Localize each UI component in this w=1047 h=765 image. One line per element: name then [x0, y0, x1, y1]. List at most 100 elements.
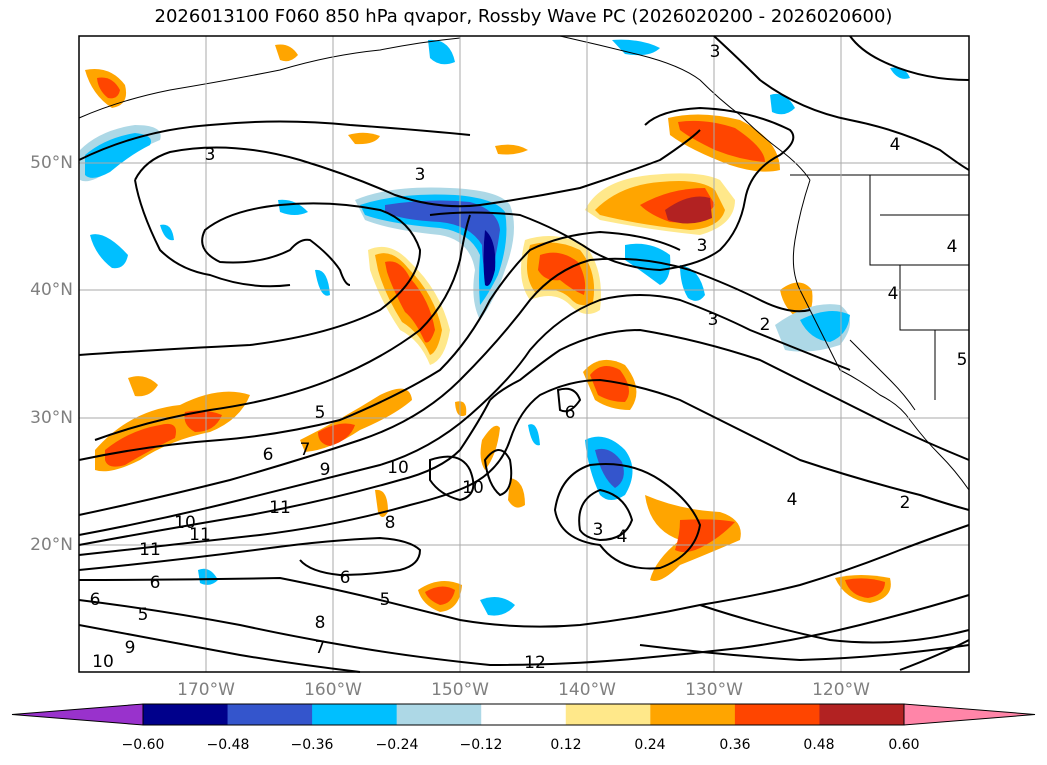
colorbar-tick-label: −0.12	[459, 737, 503, 753]
country-border	[790, 174, 969, 266]
positive-anomaly-patch	[385, 261, 435, 343]
lon-label: 170°W	[177, 680, 235, 700]
contour-line	[134, 129, 701, 208]
contour-label: 6	[263, 445, 274, 465]
contour-label: 5	[957, 350, 968, 370]
contour-label: 3	[205, 145, 216, 165]
contour-line	[94, 214, 471, 441]
colorbar-cell	[227, 704, 313, 725]
contour-line	[78, 120, 471, 161]
contour-line	[699, 604, 970, 644]
colorbar-high-extend	[903, 703, 1036, 726]
positive-anomaly-patch	[318, 423, 355, 446]
negative-anomaly-patch	[90, 234, 128, 269]
contour-line	[78, 294, 851, 536]
negative-anomaly-patch	[315, 269, 330, 296]
contour-line	[78, 594, 970, 667]
contour-label: 10	[462, 478, 484, 498]
positive-anomaly-patch	[128, 376, 158, 397]
contour-label: 7	[315, 638, 326, 658]
positive-anomaly-patch	[538, 252, 586, 295]
negative-anomaly-patch	[528, 424, 540, 446]
contour-label: 3	[593, 520, 604, 540]
contour-label: 10	[174, 513, 196, 533]
negative-anomaly-patch	[428, 39, 455, 65]
contour-label: 6	[340, 568, 351, 588]
contour-label: 3	[708, 310, 719, 330]
negative-anomaly-patch	[483, 230, 496, 286]
contour-label: 5	[315, 403, 326, 423]
colorbar-tick-label: 0.48	[803, 737, 835, 753]
colorbar-cell	[481, 704, 567, 725]
contour-line	[553, 463, 702, 570]
contour-label: 6	[565, 403, 576, 423]
negative-anomaly-patch	[800, 311, 850, 342]
lat-label: 40°N	[30, 280, 73, 300]
contour-line	[639, 644, 970, 662]
positive-anomaly-patch	[590, 366, 629, 402]
negative-anomaly-patch	[198, 568, 218, 585]
contour-line	[78, 378, 970, 556]
contour-label: 3	[415, 165, 426, 185]
contour-label: 11	[269, 498, 291, 518]
colorbar-cell	[312, 704, 398, 725]
colorbar-cell	[396, 704, 482, 725]
colorbar-tick-label: −0.60	[121, 737, 165, 753]
colorbar-tick-label: −0.24	[375, 737, 419, 753]
alaska-coastline	[78, 35, 811, 181]
lat-label: 20°N	[30, 535, 73, 555]
contour-line	[78, 257, 811, 516]
coastlines	[78, 35, 970, 491]
colorbar-low-extend	[11, 703, 144, 726]
contour-label: 4	[947, 237, 958, 257]
positive-anomaly-patch	[348, 132, 380, 145]
contour-line	[429, 106, 795, 272]
lat-label: 30°N	[30, 408, 73, 428]
colorbar-cell	[734, 704, 820, 725]
lon-label: 130°W	[685, 680, 743, 700]
contour-line	[429, 455, 475, 502]
contour-line	[78, 624, 361, 673]
colorbar-tick-label: −0.36	[290, 737, 334, 753]
map-title: 2026013100 F060 850 hPa qvapor, Rossby W…	[154, 6, 893, 27]
contour-line	[713, 35, 970, 171]
negative-anomaly-patch	[770, 93, 795, 115]
colorbar-tick-label: −0.48	[206, 737, 250, 753]
contour-line	[78, 230, 681, 461]
lon-label: 160°W	[304, 680, 362, 700]
contour-label: 6	[150, 573, 161, 593]
negative-anomaly-patch	[890, 67, 910, 79]
positive-anomaly-patch	[105, 423, 176, 467]
contour-label: 4	[617, 527, 628, 547]
contour-label: 3	[710, 42, 721, 62]
negative-anomaly-patch	[85, 133, 151, 178]
colorbar-tick-label: 0.36	[719, 737, 751, 753]
positive-anomaly-patch	[375, 489, 388, 517]
positive-anomaly-patch	[97, 77, 120, 99]
baja-coastline	[849, 339, 916, 411]
negative-anomaly-patch	[680, 265, 705, 301]
graticule	[79, 36, 969, 672]
contour-label: 10	[387, 458, 409, 478]
contour-label: 6	[90, 590, 101, 610]
colorbar	[11, 703, 1036, 726]
contour-label: 12	[524, 653, 546, 673]
colorbar-tick-label: 0.12	[550, 737, 582, 753]
lon-label: 140°W	[558, 680, 616, 700]
contour-line	[556, 387, 582, 413]
colorbar-tick-label: 0.24	[634, 737, 666, 753]
contour-line	[849, 35, 970, 81]
contours	[78, 35, 970, 673]
colorbar-cell	[650, 704, 736, 725]
lon-label: 150°W	[431, 680, 489, 700]
contour-line	[578, 488, 634, 542]
qvapor-shading	[80, 39, 910, 616]
state-border	[880, 214, 969, 400]
contour-label: 5	[138, 605, 149, 625]
lat-label: 50°N	[30, 153, 73, 173]
contour-label: 4	[888, 284, 899, 304]
contour-label: 2	[900, 493, 911, 513]
negative-anomaly-patch	[385, 200, 500, 285]
